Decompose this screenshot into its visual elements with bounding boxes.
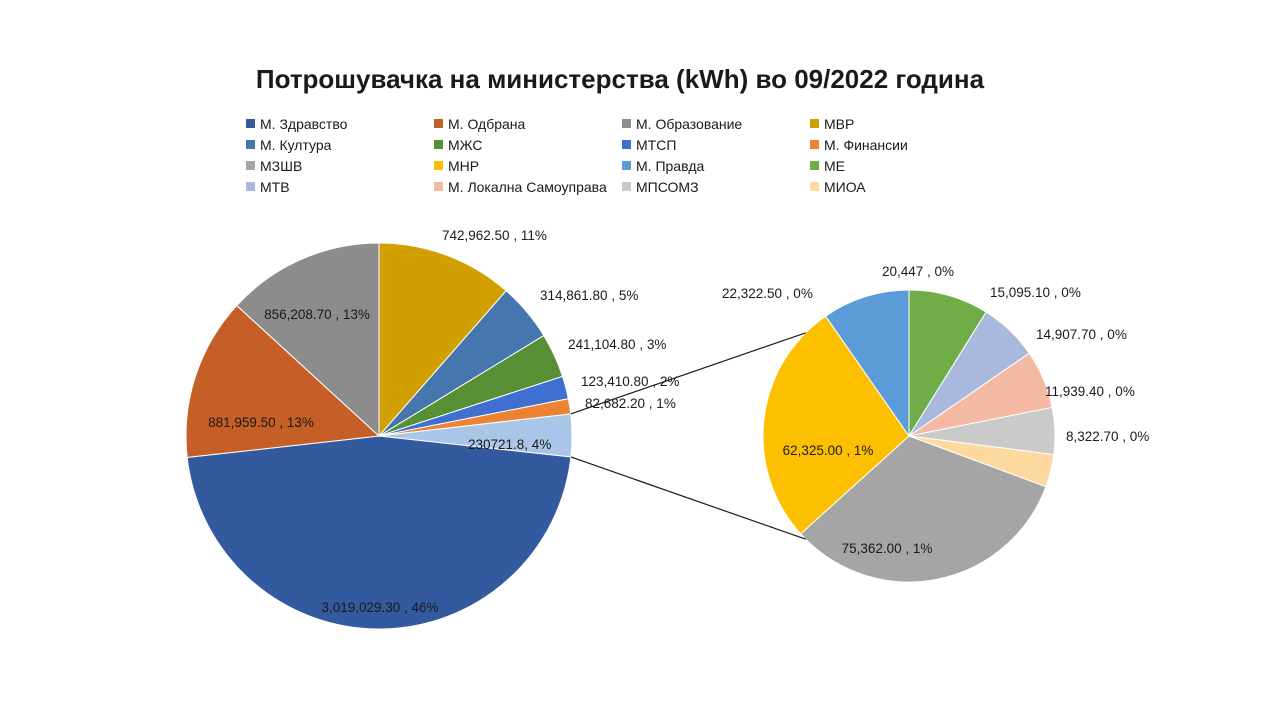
legend-label: МЗШВ	[260, 157, 303, 174]
connector-line	[570, 332, 806, 415]
legend-label: МТСП	[636, 136, 677, 153]
legend-label: МЕ	[824, 157, 845, 174]
pie-slice	[378, 242, 507, 438]
legend-label: МТВ	[260, 178, 290, 195]
legend-label: МПСОМЗ	[636, 178, 699, 195]
legend-item: МПСОМЗ	[622, 177, 810, 196]
data-labels: 742,962.50 , 11% 314,861.80 , 5% 241,104.8…	[208, 228, 1149, 615]
legend-item: М. Одбрана	[434, 114, 622, 133]
pie-slice	[236, 242, 380, 438]
legend-item: М. Правда	[622, 156, 810, 175]
pie-slice	[799, 435, 1047, 583]
legend-item: МЕ	[810, 156, 998, 175]
legend-item: МЗШВ	[246, 156, 434, 175]
legend-label: М. Одбрана	[448, 115, 526, 132]
data-label: 15,095.10 , 0%	[990, 285, 1081, 300]
data-label: 22,322.50 , 0%	[722, 286, 813, 301]
legend-item: МЖС	[434, 135, 622, 154]
legend-swatch	[246, 161, 255, 170]
data-label: 14,907.70 , 0%	[1036, 327, 1127, 342]
data-label: 3,019,029.30 , 46%	[321, 600, 438, 615]
legend-item: М. Финансии	[810, 135, 998, 154]
pie-slice	[185, 304, 381, 458]
legend-swatch	[622, 140, 631, 149]
legend-label: М. Култура	[260, 136, 332, 153]
data-label: 314,861.80 , 5%	[540, 288, 638, 303]
legend-label: МЖС	[448, 136, 483, 153]
legend-swatch	[434, 140, 443, 149]
legend-label: М. Правда	[636, 157, 705, 174]
pie-slice	[762, 315, 910, 535]
legend-swatch	[246, 119, 255, 128]
legend-label: М. Здравство	[260, 115, 348, 132]
legend-swatch	[810, 119, 819, 128]
legend-item: М. Локална Самоуправа	[434, 177, 622, 196]
connector-lines	[570, 332, 806, 540]
legend-item: М. Образование	[622, 114, 810, 133]
legend-swatch	[434, 161, 443, 170]
legend-item: МНР	[434, 156, 622, 175]
legend-label: МВР	[824, 115, 855, 132]
legend-swatch	[622, 119, 631, 128]
main-pie	[185, 242, 573, 630]
data-label: 82,682.20 , 1%	[585, 396, 676, 411]
data-label: 856,208.70 , 13%	[264, 307, 370, 322]
data-label: 11,939.40 , 0%	[1045, 384, 1135, 399]
secondary-pie	[762, 289, 1056, 583]
data-label: 8,322.70 , 0%	[1066, 429, 1149, 444]
legend-swatch	[810, 182, 819, 191]
legend-item: МВР	[810, 114, 998, 133]
data-label: 20,447 , 0%	[882, 264, 954, 279]
legend-swatch	[246, 140, 255, 149]
legend-swatch	[434, 182, 443, 191]
legend-item: М. Култура	[246, 135, 434, 154]
legend-label: М. Финансии	[824, 136, 908, 153]
data-label: 241,104.80 , 3%	[568, 337, 666, 352]
pie-slice	[908, 289, 987, 438]
legend-item: МТСП	[622, 135, 810, 154]
data-label: 230721.8, 4%	[468, 437, 551, 452]
legend-label: М. Образование	[636, 115, 743, 132]
legend-swatch	[622, 182, 631, 191]
legend-swatch	[810, 161, 819, 170]
data-label: 881,959.50 , 13%	[208, 415, 314, 430]
pie-slice	[186, 435, 572, 630]
legend-item: МИОА	[810, 177, 998, 196]
data-label: 75,362.00 , 1%	[842, 541, 933, 556]
data-label: 123,410.80 , 2%	[581, 374, 679, 389]
legend-item: М. Здравство	[246, 114, 434, 133]
legend-label: МНР	[448, 157, 480, 174]
data-label: 62,325.00 , 1%	[783, 443, 874, 458]
legend-label: М. Локална Самоуправа	[448, 178, 607, 195]
legend-swatch	[810, 140, 819, 149]
chart-title: Потрошувачка на министерства (kWh) во 09…	[255, 64, 985, 94]
legend-item: МТВ	[246, 177, 434, 196]
legend-swatch	[622, 161, 631, 170]
connector-line	[570, 456, 806, 540]
pie-slice	[824, 289, 910, 438]
data-label: 742,962.50 , 11%	[442, 228, 547, 243]
legend: М. Здравство М. Одбрана М. Образование МВР М…	[246, 114, 1006, 196]
legend-label: МИОА	[824, 178, 866, 195]
legend-swatch	[434, 119, 443, 128]
legend-swatch	[246, 182, 255, 191]
